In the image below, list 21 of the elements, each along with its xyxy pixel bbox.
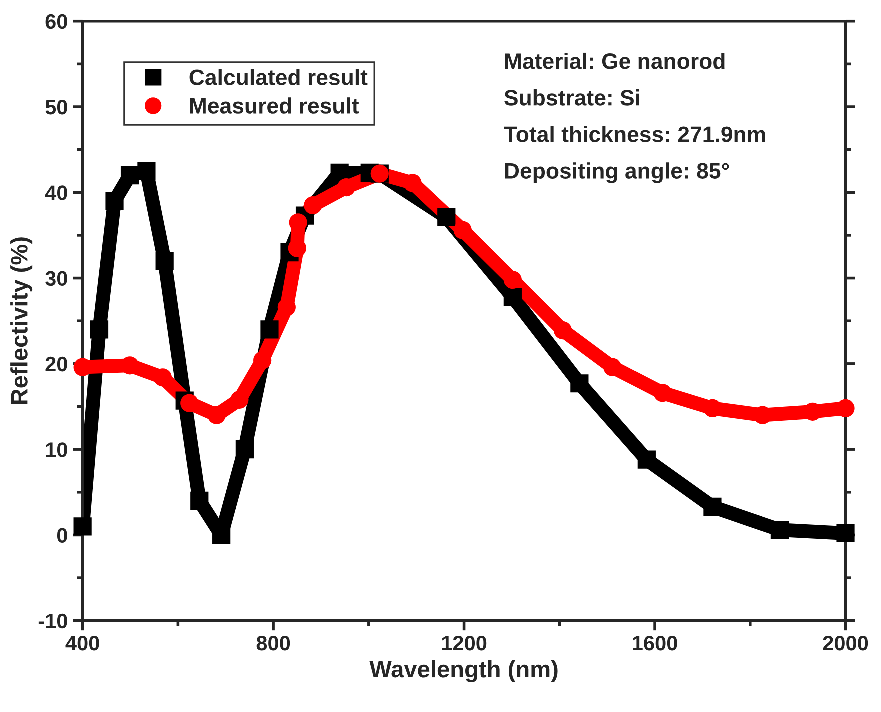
y-tick-label: 60 <box>46 14 68 30</box>
x-tick-label: 1600 <box>633 636 678 651</box>
legend-label: Calculated result <box>190 69 368 86</box>
annotation: Depositing angle: 85° <box>505 162 730 184</box>
y-tick-label: 50 <box>46 100 68 115</box>
legend-label: Measured result <box>190 98 360 114</box>
x-tick-label: 400 <box>66 636 100 651</box>
y-tick-label: 10 <box>46 442 68 458</box>
annotation: Material: Ge nanorod <box>505 52 725 70</box>
y-tick-label: -10 <box>38 614 68 629</box>
y-tick-label: 0 <box>57 528 68 543</box>
x-tick-label: 1200 <box>442 636 487 651</box>
annotation: Substrate: Si <box>504 90 640 106</box>
y-tick-label: 30 <box>46 271 68 286</box>
x-tick-label: 2000 <box>823 636 868 651</box>
y-tick-label: 40 <box>45 186 68 200</box>
annotation: Total thickness: 271.9nm <box>504 126 766 142</box>
y-axis-title: Reflectivity (%) <box>10 238 33 404</box>
x-tick-label: 800 <box>256 636 290 651</box>
y-tick-label: 20 <box>46 356 68 372</box>
x-axis-title: Wavelength (nm) <box>370 660 558 683</box>
